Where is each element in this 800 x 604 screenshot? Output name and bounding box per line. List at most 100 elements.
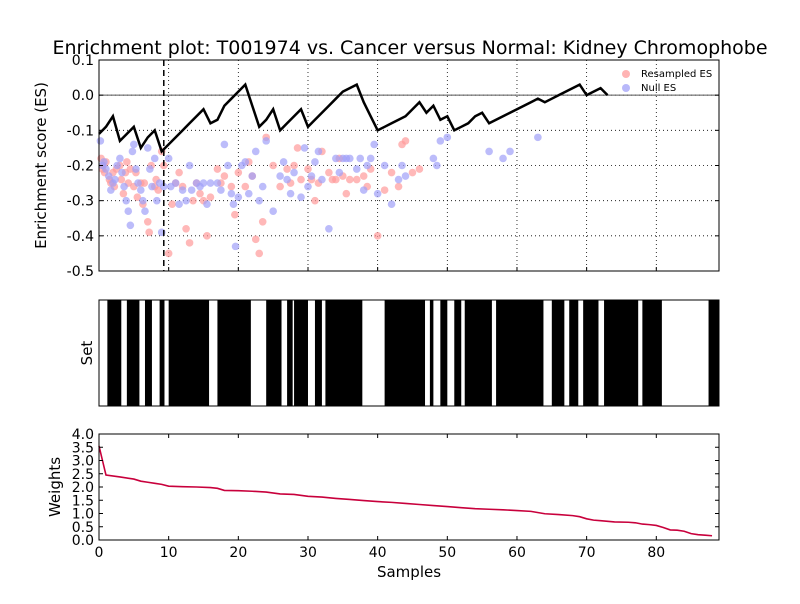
null-es-point: [325, 225, 333, 233]
samples-xtick-label: 10: [160, 545, 178, 561]
null-es-point: [113, 161, 121, 170]
null-es-point: [128, 147, 137, 156]
resampled-es-point: [311, 196, 319, 205]
null-es-point: [104, 172, 113, 180]
set-member-bar: [266, 300, 282, 406]
resampled-es-point: [373, 232, 382, 240]
set-member-bar: [144, 300, 152, 406]
null-es-point: [499, 154, 507, 163]
resampled-es-point: [269, 161, 277, 170]
null-es-point: [394, 175, 403, 184]
resampled-es-point: [231, 210, 239, 219]
set-member-bar: [107, 300, 122, 406]
null-es-point: [314, 147, 323, 156]
samples-xtick-label: 30: [299, 545, 317, 561]
resampled-es-point: [359, 172, 368, 180]
resampled-es-point: [345, 175, 354, 184]
null-es-point: [122, 196, 130, 205]
resampled-es-point: [352, 175, 361, 184]
resampled-es-point: [196, 189, 204, 198]
set-member-bar: [440, 300, 448, 406]
null-es-point: [311, 158, 319, 166]
null-es-point: [276, 172, 284, 180]
resampled-es-point: [415, 165, 424, 173]
es-line: [98, 82, 609, 154]
null-es-point: [199, 179, 208, 187]
resampled-es-point: [117, 175, 126, 184]
null-es-point: [139, 196, 147, 205]
null-es-point: [159, 182, 168, 191]
resampled-es-point: [387, 168, 396, 177]
weights-ytick-label: 2.5: [72, 467, 94, 483]
samples-xtick-label: 70: [578, 545, 596, 561]
null-es-point: [429, 154, 438, 163]
null-es-point: [318, 175, 326, 184]
null-es-point: [182, 196, 190, 205]
set-member-bar: [551, 300, 565, 406]
null-es-point: [345, 154, 354, 163]
set-member-bar: [287, 300, 293, 406]
set-plot-frame: [98, 299, 720, 407]
resampled-es-point: [293, 144, 302, 152]
resampled-es-point: [133, 193, 142, 201]
null-es-point: [307, 172, 316, 180]
null-es-point: [283, 175, 291, 184]
null-es-point: [356, 154, 365, 163]
null-es-point: [251, 147, 260, 156]
resampled-es-point: [175, 168, 183, 177]
null-es-point: [132, 165, 140, 173]
null-es-point: [153, 196, 161, 205]
set-member-bar: [168, 300, 210, 406]
null-es-point: [363, 161, 372, 170]
weights-line: [98, 445, 713, 537]
null-es-point: [297, 193, 305, 201]
null-es-point: [352, 165, 361, 173]
null-es-point: [290, 168, 298, 177]
set-member-bar: [217, 300, 251, 406]
null-es-point: [443, 133, 452, 142]
null-es-point: [227, 189, 236, 198]
null-es-point: [234, 193, 243, 201]
resampled-es-point: [290, 161, 298, 170]
weights-ytick-label: 1.5: [72, 493, 94, 509]
null-es-point: [134, 179, 142, 187]
null-es-point: [164, 154, 173, 163]
null-es-point: [150, 154, 159, 163]
legend-marker-null: [622, 84, 630, 92]
weights-ytick-label: 2.0: [72, 480, 94, 496]
resampled-es-point: [185, 239, 194, 247]
es-ytick-label: -0.4: [67, 229, 94, 245]
legend-marker-resampled: [622, 70, 630, 78]
weights-ytick-label: 3.0: [72, 454, 94, 470]
null-es-point: [171, 179, 180, 187]
null-es-point: [248, 172, 257, 180]
es-ytick-label: -0.5: [67, 264, 94, 280]
resampled-es-point: [119, 189, 128, 198]
resampled-es-point: [255, 249, 264, 258]
null-es-point: [534, 133, 542, 142]
resampled-es-point: [123, 158, 131, 166]
null-es-point: [436, 137, 445, 145]
weights-ytick-label: 0.0: [72, 533, 94, 549]
resampled-es-point: [143, 217, 152, 226]
set-member-bar: [496, 300, 544, 406]
weights-panel: 0.00.51.01.52.02.53.03.54.0 0 10 20 30 40 50 6…: [46, 427, 720, 581]
weights-ylabel: Weights: [46, 457, 64, 517]
resampled-es-point: [189, 196, 197, 205]
weights-ytick-label: 1.0: [72, 507, 94, 523]
null-es-point: [359, 186, 368, 194]
resampled-es-point: [342, 189, 351, 198]
resampled-es-point: [140, 179, 149, 187]
null-es-point: [258, 182, 267, 191]
set-member-bar: [159, 300, 165, 406]
set-member-bar: [569, 300, 579, 406]
null-es-point: [124, 207, 133, 216]
null-es-point: [304, 182, 312, 191]
resampled-es-point: [164, 249, 173, 258]
resampled-es-point: [182, 225, 190, 233]
null-es-point: [244, 189, 253, 198]
weights-ytick-label: 4.0: [72, 427, 94, 443]
es-ytick-label: 0.1: [72, 53, 94, 69]
null-es-point: [373, 189, 382, 198]
resampled-es-point: [283, 165, 291, 173]
